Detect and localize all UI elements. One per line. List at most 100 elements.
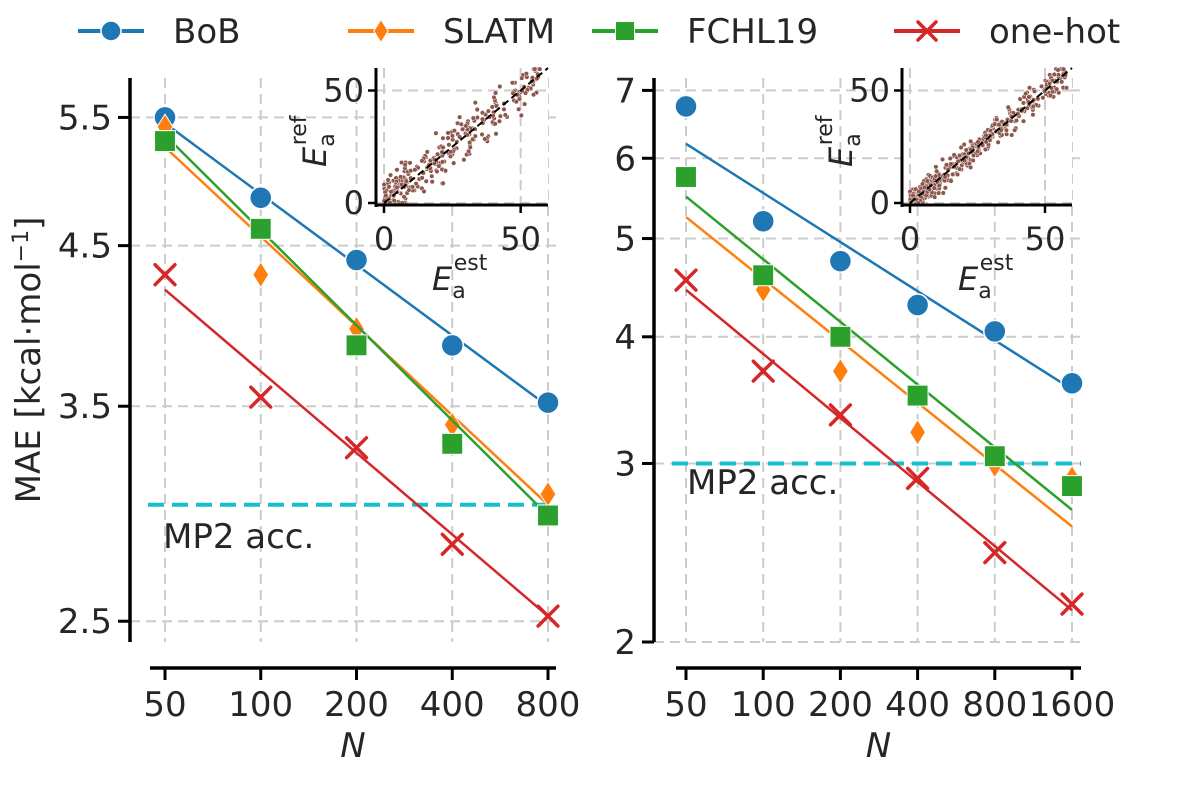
inset-point (394, 167, 400, 173)
inset-point (531, 92, 537, 98)
fit-line-fchl19 (164, 134, 549, 517)
inset-point (433, 130, 439, 136)
inset-x-tick-label: 50 (1025, 220, 1066, 258)
inset-point (529, 75, 536, 81)
legend-label: FCHL19 (687, 12, 818, 52)
inset-point (518, 112, 524, 118)
inset-y-tick-label: 50 (849, 72, 890, 110)
data-point-square (154, 130, 176, 153)
inset-y-tick-label: 0 (344, 184, 364, 222)
inset-point (406, 187, 412, 193)
data-point-x (983, 540, 1007, 565)
inset-point (467, 139, 473, 146)
inset-point (460, 126, 466, 132)
inset-point (1013, 117, 1020, 124)
y-tick-label: 3.5 (58, 387, 112, 427)
inset-point (419, 175, 425, 181)
series-one-hot (153, 263, 560, 628)
inset-point (983, 132, 989, 138)
data-point-circle (344, 248, 369, 272)
y-tick-label: 4 (614, 318, 636, 358)
inset-point (961, 141, 967, 148)
inset-point (448, 149, 454, 155)
x-tick-label: 400 (885, 685, 950, 725)
inset-point (996, 122, 1002, 128)
legend-marker-x-icon (916, 20, 938, 42)
inset-point (916, 188, 922, 194)
legend-label: BoB (173, 12, 240, 52)
data-point-circle (983, 319, 1007, 344)
inset-point (470, 115, 476, 121)
inset-point (423, 178, 429, 184)
x-axis-label: N (340, 726, 365, 766)
inset-point (387, 172, 394, 178)
left-panel: 2.5 3.5 4.5 5.5 50 100 200 400 800 N MP2 acc. 0 50 0 5… (58, 66, 580, 766)
data-point-diamond (831, 357, 849, 385)
data-point-x (536, 604, 560, 628)
inset-y-label: Earef (813, 114, 866, 167)
fit-line-one-hot (685, 288, 1073, 612)
legend-item-fchl19: FCHL19 (592, 12, 818, 52)
legend-item-bob: BoB (78, 12, 240, 52)
inset-point (458, 121, 464, 127)
data-point-x (905, 466, 930, 491)
data-point-square (752, 264, 775, 287)
inset-point (457, 134, 463, 140)
inset-point (1031, 88, 1038, 94)
inset-point (472, 133, 478, 139)
inset-point (381, 182, 387, 188)
data-point-square (983, 445, 1006, 468)
inset-point (1054, 86, 1060, 92)
mp2-accuracy-label: MP2 acc. (687, 463, 838, 503)
label-subscript: a (452, 279, 465, 304)
inset-point (509, 80, 515, 86)
inset-point (948, 178, 954, 184)
inset-point (954, 171, 961, 178)
inset-point (463, 123, 469, 129)
data-point-x (751, 359, 775, 383)
inset-point (1047, 80, 1053, 87)
inset-point (932, 194, 938, 200)
x-tick-label: 100 (731, 685, 796, 725)
inset-point (975, 148, 981, 154)
inset-point (975, 139, 981, 145)
inset-point (1020, 100, 1026, 106)
inset-point (994, 116, 1000, 123)
inset-point (948, 161, 954, 167)
inset-point (436, 163, 442, 169)
data-point-x (1060, 592, 1084, 616)
inset-point (496, 118, 502, 124)
inset-point (947, 155, 953, 162)
inset-point (516, 106, 522, 112)
inset-y-label: Earef (287, 114, 340, 167)
series-fchl19 (675, 166, 1083, 511)
inset-point (955, 158, 961, 164)
inset-point (497, 83, 503, 90)
fit-line-slatm (685, 216, 1073, 528)
data-point-circle (1060, 371, 1084, 395)
inset-point (1039, 83, 1045, 89)
fit-line-one-hot (164, 288, 549, 618)
data-point-diamond (252, 261, 270, 289)
inset-scatter (381, 66, 543, 206)
inset-point (489, 104, 495, 110)
inset-point (439, 159, 446, 165)
legend-label: one-hot (989, 12, 1120, 52)
x-tick-label: 800 (962, 685, 1027, 725)
inset-point (440, 135, 446, 141)
inset-point (936, 190, 942, 196)
inset-point (461, 157, 467, 163)
inset-point (910, 192, 916, 198)
inset-point (385, 177, 391, 183)
inset-point (401, 194, 407, 200)
data-point-x (440, 532, 464, 556)
y-tick-label: 4.5 (58, 227, 112, 267)
inset-point (479, 131, 485, 138)
inset-point (1051, 71, 1057, 78)
inset-point (429, 173, 435, 179)
inset-point (532, 66, 538, 72)
label-e: E (822, 146, 860, 167)
inset-point (1063, 85, 1070, 91)
inset-point (934, 168, 940, 174)
